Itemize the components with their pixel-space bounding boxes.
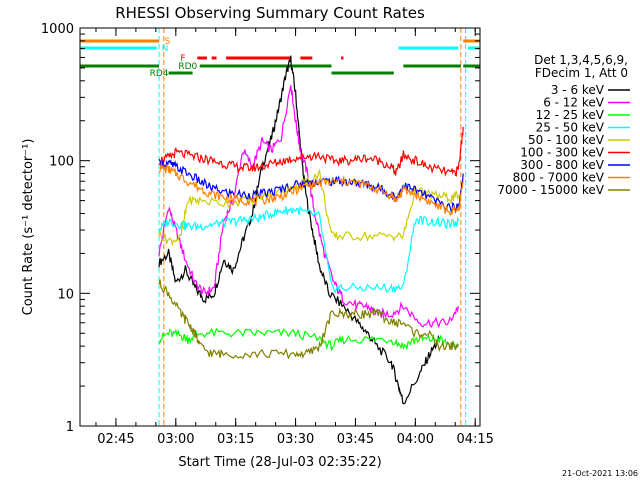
y-tick-label-2: 100 (49, 155, 74, 170)
plot-frame (79, 27, 481, 427)
x-tick-label-3: 03:30 (277, 432, 314, 447)
series-line-2 (158, 327, 459, 352)
legend: Det 1,3,4,5,6,9,FDecim 1, Att 0 3 - 6 keV… (497, 53, 630, 197)
y-axis-label: Count Rate (s⁻¹ detector⁻¹) (21, 139, 36, 316)
x-tick-label-0: 02:45 (97, 432, 134, 447)
legend-label-6: 300 - 800 keV (520, 158, 604, 172)
series-line-6 (158, 158, 464, 214)
chart-title: RHESSI Observing Summary Count Rates (115, 4, 425, 22)
legend-label-2: 12 - 25 keV (536, 108, 605, 122)
x-tick-label-1: 03:00 (157, 432, 194, 447)
x-tick-label-6: 04:15 (456, 432, 493, 447)
legend-label-5: 100 - 300 keV (520, 146, 604, 160)
flag-label-s: S (165, 37, 171, 47)
footer-date: 21-Oct-2021 13:06 (562, 469, 638, 478)
flag-label-rd0: RD0 (178, 62, 197, 72)
flag-label-f: F (180, 54, 185, 64)
legend-label-8: 7000 - 15000 keV (497, 183, 604, 197)
legend-label-7: 800 - 7000 keV (513, 171, 605, 185)
legend-label-0: 3 - 6 keV (551, 83, 605, 97)
legend-label-1: 6 - 12 keV (543, 96, 605, 110)
series-line-3 (158, 205, 459, 294)
x-tick-label-2: 03:15 (217, 432, 254, 447)
series-line-8 (158, 279, 459, 360)
y-tick-label-0: 1 (66, 420, 74, 435)
legend-header-0: Det 1,3,4,5,6,9, (534, 53, 628, 67)
legend-label-4: 50 - 100 keV (528, 133, 605, 147)
y-tick-label-3: 1000 (41, 22, 74, 37)
axes-layer: 02:45 03:00 03:15 03:30 03:45 04:00 04:15 1 10 10… (41, 22, 494, 447)
series-line-0 (158, 55, 440, 405)
series-line-5 (158, 126, 464, 177)
x-tick-label-5: 04:00 (397, 432, 434, 447)
legend-header-1: FDecim 1, Att 0 (535, 66, 628, 80)
legend-label-3: 25 - 50 keV (536, 121, 605, 135)
series-line-7 (158, 164, 464, 217)
flag-label-rd4: RD4 (150, 69, 169, 79)
x-axis-label: Start Time (28-Jul-03 02:35:22) (178, 455, 381, 470)
series-line-1 (158, 85, 459, 329)
series-line-4 (158, 168, 459, 247)
y-tick-label-1: 10 (57, 287, 74, 302)
flag-label-n: N (162, 44, 169, 54)
x-tick-label-4: 03:45 (337, 432, 374, 447)
